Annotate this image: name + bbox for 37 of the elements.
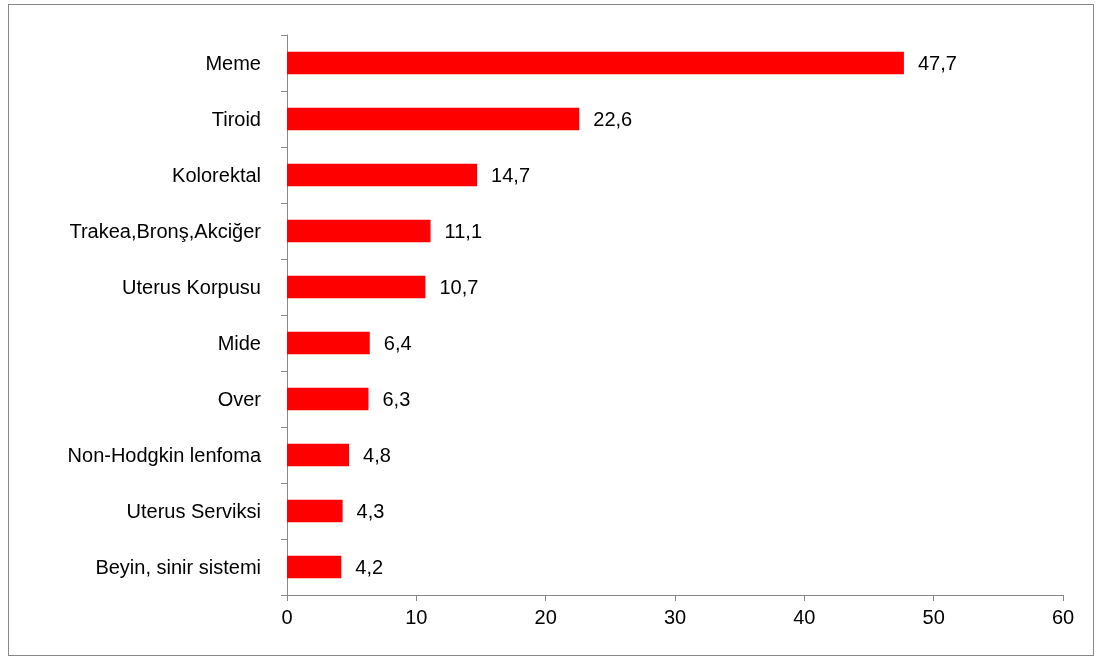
data-label: 4,3 (356, 500, 385, 522)
x-tick-label: 0 (281, 606, 293, 628)
x-tick-label: 50 (922, 606, 945, 628)
y-tick-label: Uterus Korpusu (122, 276, 261, 298)
bar (287, 219, 431, 243)
data-label: 4,2 (355, 556, 384, 578)
bar (287, 555, 342, 579)
data-label: 10,7 (439, 276, 479, 298)
x-tick-label: 20 (534, 606, 557, 628)
data-label: 6,4 (383, 332, 412, 354)
y-tick-label: Mide (217, 332, 261, 354)
x-tick-label: 10 (405, 606, 428, 628)
bar (287, 275, 426, 299)
data-label: 47,7 (917, 52, 957, 74)
bar (287, 499, 343, 523)
bar (287, 107, 580, 131)
y-tick-label: Kolorektal (172, 164, 261, 186)
data-label: 14,7 (491, 164, 531, 186)
bar (287, 163, 478, 187)
bar (287, 51, 904, 75)
y-tick-label: Beyin, sinir sistemi (95, 556, 261, 578)
data-label: 22,6 (593, 108, 633, 130)
y-tick-label: Over (217, 388, 262, 410)
x-tick-label: 30 (663, 606, 687, 628)
bar (287, 331, 370, 355)
x-tick-label: 60 (1051, 606, 1075, 628)
data-label: 4,8 (363, 444, 391, 466)
data-label: 11,1 (444, 220, 483, 242)
x-tick-label: 40 (793, 606, 816, 628)
y-tick-label: Tiroid (211, 108, 261, 130)
y-tick-label: Non-Hodgkin lenfoma (67, 444, 262, 466)
bar (287, 443, 350, 467)
bar (287, 387, 369, 411)
y-tick-label: Uterus Serviksi (126, 500, 261, 522)
y-tick-label: Meme (205, 52, 261, 74)
y-tick-label: Trakea,Bronş,Akciğer (69, 220, 262, 242)
data-label: 6,3 (382, 388, 411, 410)
